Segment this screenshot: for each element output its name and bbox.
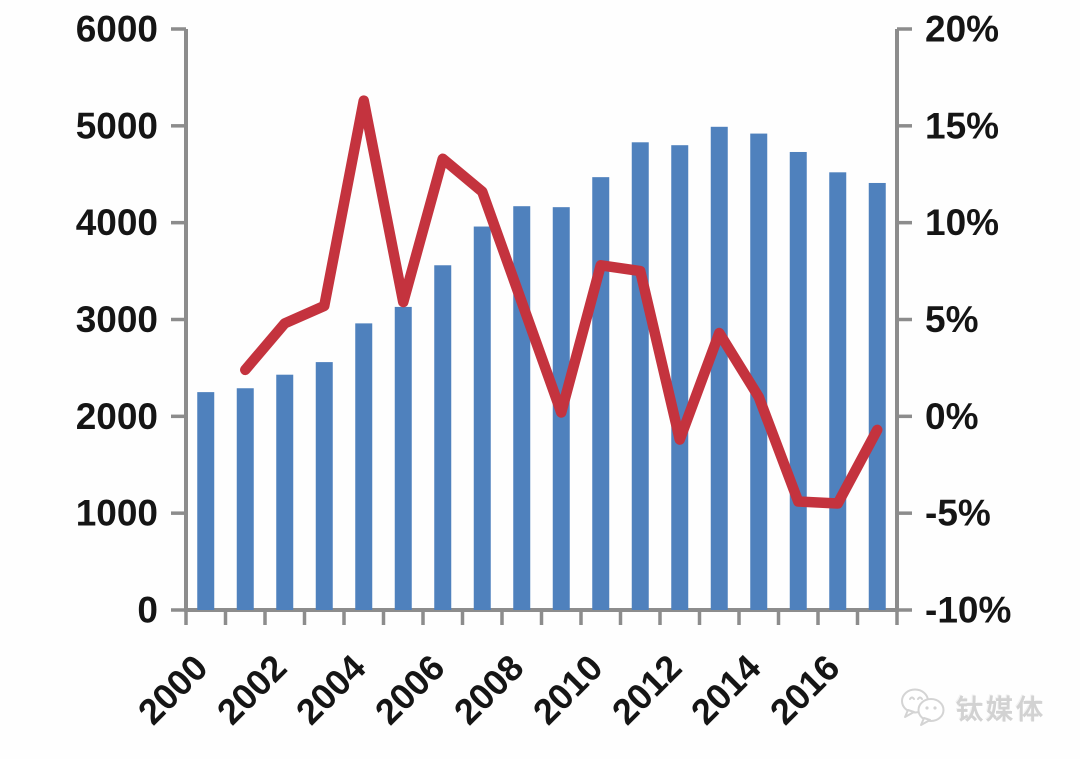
left-axis-label-2000: 2000 — [76, 396, 158, 437]
left-axis-label-1000: 1000 — [76, 493, 158, 534]
x-axis-label-2016: 2016 — [762, 647, 848, 733]
bar-2014 — [750, 133, 768, 610]
growth-line — [240, 95, 883, 509]
x-axis-label-2002: 2002 — [209, 647, 295, 733]
left-axis-label-0: 0 — [137, 590, 158, 631]
right-axis-label--10%: -10% — [925, 590, 1011, 631]
bar-2004 — [355, 323, 373, 610]
bar-2001 — [236, 388, 254, 610]
tmtpost-logo-icon — [901, 688, 945, 726]
left-axis-label-6000: 6000 — [76, 9, 158, 50]
left-axis-label-3000: 3000 — [76, 299, 158, 340]
x-axis-label-2008: 2008 — [446, 647, 532, 733]
bar-2011 — [631, 142, 649, 611]
x-axis-label-2000: 2000 — [130, 647, 216, 733]
bar-2005 — [394, 306, 412, 610]
bar-2003 — [315, 362, 333, 610]
bar-2002 — [276, 374, 294, 610]
bar-2007 — [473, 226, 491, 611]
bar-2008 — [513, 206, 531, 610]
right-axis-label--5%: -5% — [925, 493, 991, 534]
right-axis-label-20%: 20% — [925, 9, 999, 50]
bar-2013 — [710, 126, 728, 610]
right-axis-label-10%: 10% — [925, 202, 999, 243]
watermark-text: 钛媒体 — [956, 694, 1046, 726]
x-axis-label-2014: 2014 — [683, 647, 769, 733]
bar-2000 — [197, 392, 215, 610]
right-axis-label-5%: 5% — [925, 299, 978, 340]
bar-2016 — [829, 172, 847, 610]
bar-2012 — [671, 145, 689, 610]
right-axis-label-0%: 0% — [925, 396, 978, 437]
x-axis-label-2012: 2012 — [604, 647, 690, 733]
bar-2017 — [868, 182, 886, 610]
bar-2015 — [789, 151, 807, 610]
left-axis-label-5000: 5000 — [76, 105, 158, 146]
right-axis-label-15%: 15% — [925, 105, 999, 146]
watermark: 钛媒体 — [898, 686, 1046, 728]
x-axis-label-2006: 2006 — [367, 647, 453, 733]
x-axis-label-2010: 2010 — [525, 647, 611, 733]
left-axis-label-4000: 4000 — [76, 202, 158, 243]
bar-2010 — [592, 177, 610, 610]
bar-2006 — [434, 265, 452, 610]
x-axis-label-2004: 2004 — [288, 647, 374, 733]
